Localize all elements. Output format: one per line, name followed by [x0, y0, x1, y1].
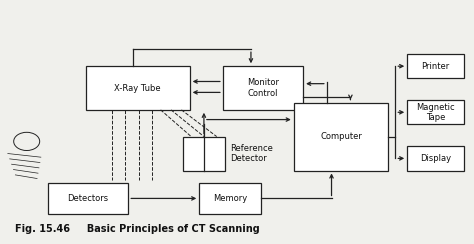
Text: Printer: Printer: [421, 62, 450, 71]
Text: Magnetic
Tape: Magnetic Tape: [416, 102, 455, 122]
Text: X-Ray Tube: X-Ray Tube: [114, 83, 161, 92]
Text: Detectors: Detectors: [68, 194, 109, 203]
FancyBboxPatch shape: [407, 146, 464, 171]
FancyBboxPatch shape: [48, 183, 128, 214]
FancyBboxPatch shape: [199, 183, 261, 214]
FancyBboxPatch shape: [294, 102, 388, 171]
Text: Reference
Detector: Reference Detector: [230, 144, 273, 163]
FancyBboxPatch shape: [223, 66, 303, 110]
FancyBboxPatch shape: [407, 100, 464, 124]
Text: Fig. 15.46     Basic Principles of CT Scanning: Fig. 15.46 Basic Principles of CT Scanni…: [15, 224, 260, 234]
FancyBboxPatch shape: [407, 54, 464, 78]
FancyBboxPatch shape: [182, 137, 225, 171]
Text: Display: Display: [420, 154, 451, 163]
Text: Memory: Memory: [213, 194, 247, 203]
Text: Computer: Computer: [320, 132, 362, 141]
Text: Monitor
Control: Monitor Control: [247, 78, 279, 98]
FancyBboxPatch shape: [86, 66, 190, 110]
